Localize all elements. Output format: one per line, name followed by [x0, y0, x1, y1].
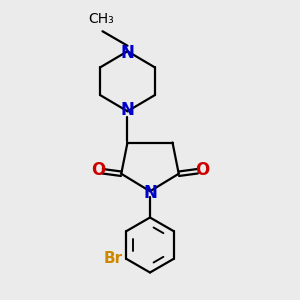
- Text: N: N: [121, 101, 134, 119]
- Text: O: O: [195, 161, 209, 179]
- Text: N: N: [121, 44, 134, 62]
- Text: O: O: [91, 161, 105, 179]
- Text: CH₃: CH₃: [88, 12, 114, 26]
- Text: N: N: [143, 184, 157, 202]
- Text: Br: Br: [104, 251, 123, 266]
